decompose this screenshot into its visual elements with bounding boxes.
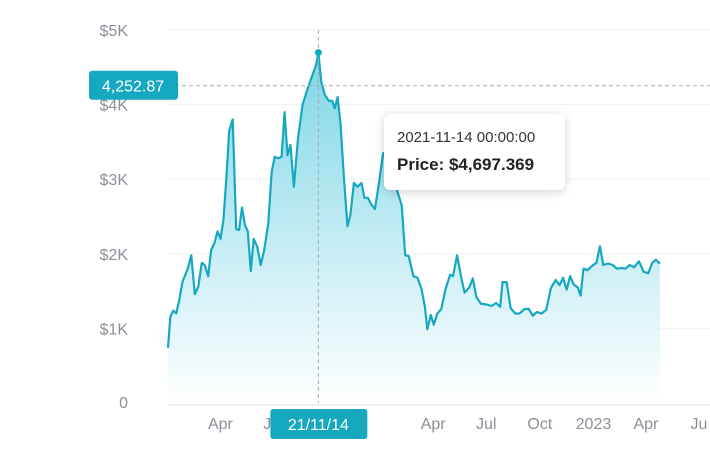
- x-tick-label: 2023: [576, 416, 612, 433]
- x-tick-label: Apr: [633, 416, 659, 433]
- y-tick-label: $5K: [100, 23, 129, 40]
- hover-marker-dot: [314, 49, 322, 57]
- price-tooltip: 2021-11-14 00:00:00 Price: $4,697.369: [384, 114, 565, 190]
- y-axis-ticks: 0 $1K $2K $3K $4K $5K: [100, 23, 129, 412]
- x-tick-label: Apr: [421, 416, 447, 433]
- x-crosshair-badge: 21/11/14: [270, 409, 368, 439]
- y-tick-label: $3K: [100, 172, 129, 189]
- y-tick-label: $1K: [100, 321, 129, 338]
- y-tick-label: $4K: [100, 98, 129, 115]
- x-tick-label: Ju: [690, 416, 707, 433]
- x-tick-label: Oct: [527, 416, 552, 433]
- tooltip-price: Price: $4,697.369: [397, 155, 535, 174]
- y-crosshair-badge: 4,252.87: [89, 70, 178, 100]
- price-area-fill: [168, 52, 660, 403]
- x-tick-label: Jul: [476, 416, 496, 433]
- y-tick-label: $2K: [100, 247, 129, 264]
- tooltip-date: 2021-11-14 00:00:00: [397, 129, 536, 146]
- y-crosshair-label: 4,252.87: [102, 79, 164, 96]
- y-tick-label: 0: [119, 395, 128, 412]
- x-tick-label: Apr: [208, 416, 234, 433]
- x-crosshair-label: 21/11/14: [288, 417, 349, 434]
